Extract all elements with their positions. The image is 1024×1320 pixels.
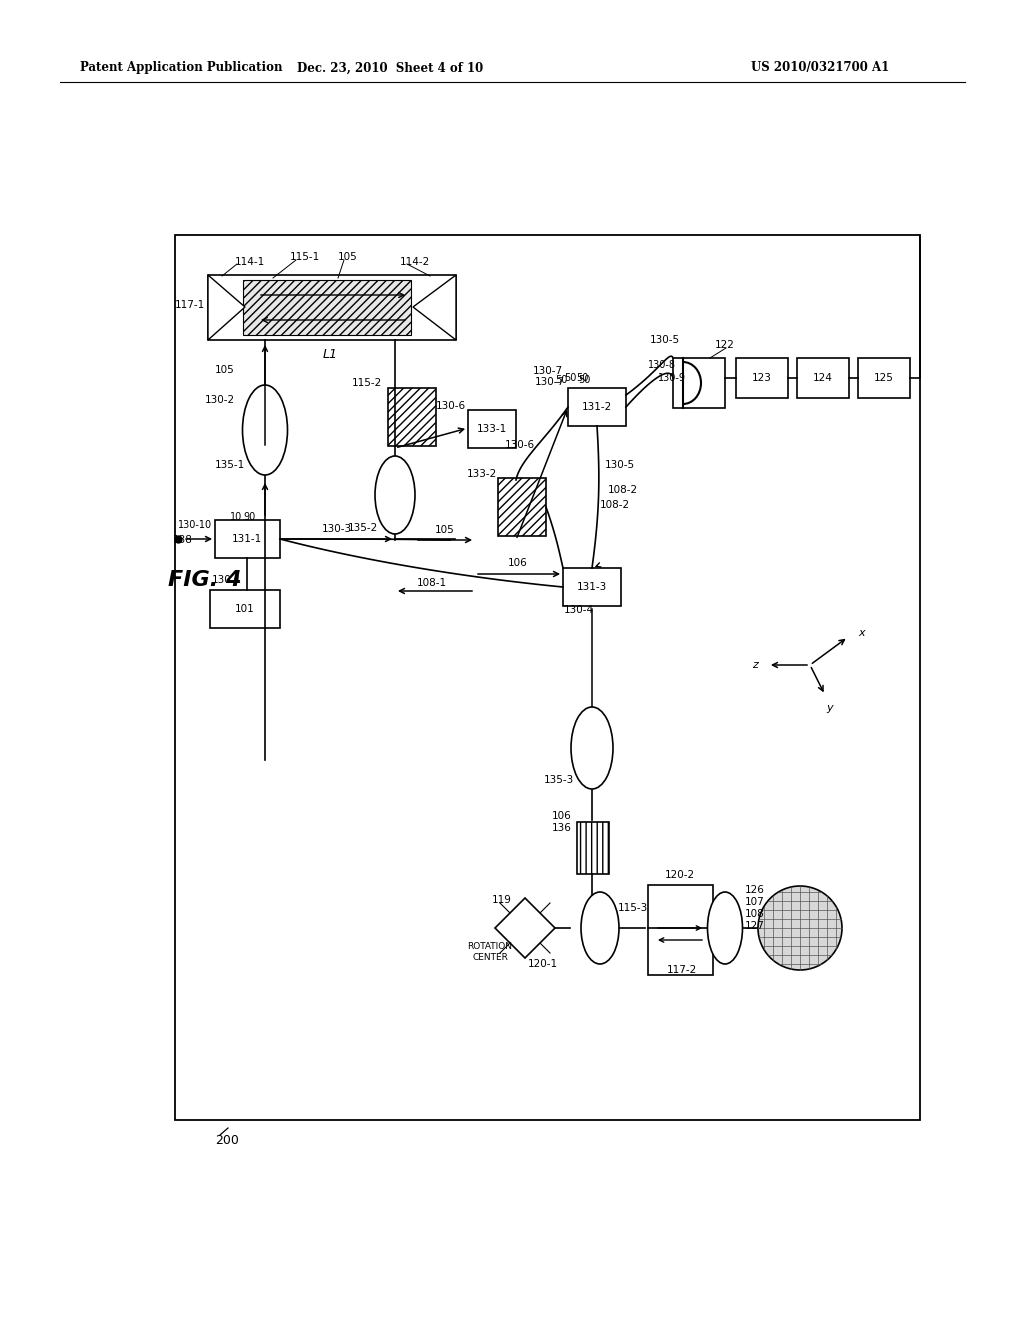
- Text: 130-2: 130-2: [205, 395, 234, 405]
- Text: 123: 123: [752, 374, 772, 383]
- Bar: [175, 235, 920, 1119]
- Ellipse shape: [581, 892, 618, 964]
- Text: 126: 126: [745, 884, 765, 895]
- Text: 130-6: 130-6: [436, 401, 466, 411]
- Ellipse shape: [571, 708, 613, 789]
- Text: US 2010/0321700 A1: US 2010/0321700 A1: [751, 62, 889, 74]
- Text: z: z: [752, 660, 758, 671]
- Text: 115-3: 115-3: [618, 903, 648, 913]
- Bar: [498, 478, 546, 536]
- Text: 115-1: 115-1: [290, 252, 321, 261]
- Text: 105: 105: [435, 525, 455, 535]
- Bar: [577, 822, 609, 874]
- Text: 131-3: 131-3: [577, 582, 607, 591]
- Bar: [736, 358, 788, 399]
- Text: 130-3: 130-3: [322, 524, 352, 535]
- Text: 50: 50: [564, 374, 577, 383]
- Text: 124: 124: [813, 374, 833, 383]
- Bar: [797, 358, 849, 399]
- Text: 130-7: 130-7: [535, 378, 565, 387]
- Text: 105: 105: [215, 366, 234, 375]
- Bar: [215, 520, 280, 558]
- Text: 105: 105: [338, 252, 357, 261]
- Text: 122: 122: [715, 341, 735, 350]
- Text: 130-8: 130-8: [648, 360, 676, 370]
- Text: 130-6: 130-6: [505, 440, 535, 450]
- Text: 131-2: 131-2: [582, 403, 612, 412]
- Text: Patent Application Publication: Patent Application Publication: [80, 62, 283, 74]
- Bar: [673, 358, 725, 408]
- Text: x: x: [859, 628, 865, 638]
- Text: 131-1: 131-1: [231, 535, 262, 544]
- Text: 108: 108: [745, 909, 765, 919]
- Text: 130-4: 130-4: [564, 605, 594, 615]
- Text: 135-2: 135-2: [348, 523, 378, 533]
- Text: 117-1: 117-1: [175, 300, 205, 310]
- Text: 138: 138: [173, 535, 193, 545]
- Text: 108-2: 108-2: [608, 484, 638, 495]
- Text: 114-1: 114-1: [234, 257, 265, 267]
- Bar: [563, 568, 621, 606]
- Polygon shape: [208, 275, 245, 341]
- Bar: [210, 590, 280, 628]
- Text: FIG. 4: FIG. 4: [168, 570, 242, 590]
- Text: 101: 101: [236, 605, 255, 614]
- Text: 120-2: 120-2: [665, 870, 695, 880]
- Text: 114-2: 114-2: [400, 257, 430, 267]
- Text: 136: 136: [552, 822, 572, 833]
- Text: 200: 200: [215, 1134, 239, 1147]
- Text: 133-2: 133-2: [467, 469, 497, 479]
- Bar: [388, 388, 436, 446]
- Text: 50: 50: [575, 374, 588, 383]
- Text: 106: 106: [508, 558, 528, 568]
- Bar: [468, 411, 516, 447]
- Text: 135-3: 135-3: [544, 775, 574, 785]
- Text: 108-1: 108-1: [417, 578, 447, 587]
- Text: 10: 10: [229, 512, 242, 521]
- Text: 117-2: 117-2: [667, 965, 697, 975]
- Ellipse shape: [375, 455, 415, 535]
- Text: y: y: [826, 704, 834, 713]
- Text: 108-2: 108-2: [600, 500, 630, 510]
- Polygon shape: [413, 275, 456, 341]
- Text: Dec. 23, 2010  Sheet 4 of 10: Dec. 23, 2010 Sheet 4 of 10: [297, 62, 483, 74]
- Bar: [568, 388, 626, 426]
- Text: 107: 107: [745, 898, 765, 907]
- Polygon shape: [495, 898, 555, 958]
- Text: 130-7: 130-7: [532, 366, 563, 376]
- Circle shape: [758, 886, 842, 970]
- Bar: [208, 275, 456, 341]
- Text: 50: 50: [578, 375, 591, 385]
- Text: 119: 119: [493, 895, 512, 906]
- Ellipse shape: [243, 385, 288, 475]
- Text: 135-1: 135-1: [215, 459, 245, 470]
- Bar: [858, 358, 910, 399]
- Text: 130-10: 130-10: [178, 520, 212, 531]
- Text: 130-5: 130-5: [605, 459, 635, 470]
- Text: 120-1: 120-1: [528, 960, 558, 969]
- Text: 50: 50: [556, 375, 568, 385]
- Bar: [648, 884, 713, 975]
- Text: 133-1: 133-1: [477, 424, 507, 434]
- Text: 130-5: 130-5: [650, 335, 680, 345]
- Text: 130-9: 130-9: [658, 374, 686, 383]
- Text: 127: 127: [745, 921, 765, 931]
- Text: L1: L1: [323, 348, 338, 362]
- Text: ROTATION
CENTER: ROTATION CENTER: [468, 942, 512, 962]
- Text: 90: 90: [244, 512, 256, 521]
- Bar: [243, 280, 411, 335]
- Ellipse shape: [708, 892, 742, 964]
- Text: 106: 106: [552, 810, 572, 821]
- Text: 115-2: 115-2: [352, 378, 382, 388]
- Text: 130-1: 130-1: [212, 576, 242, 585]
- Text: 125: 125: [874, 374, 894, 383]
